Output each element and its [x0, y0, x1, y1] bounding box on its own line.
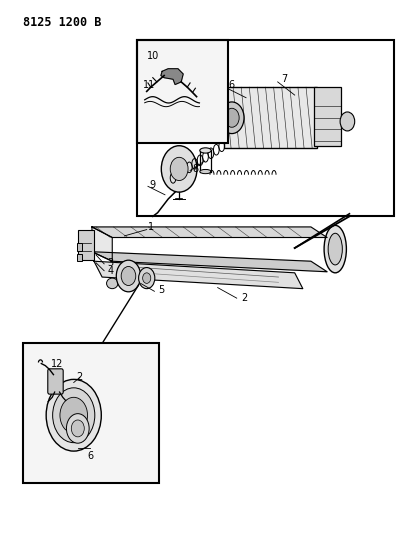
Bar: [136, 39, 394, 216]
Circle shape: [170, 157, 188, 181]
Text: 9: 9: [150, 180, 156, 190]
Text: 1: 1: [148, 222, 154, 232]
Circle shape: [220, 102, 244, 134]
Circle shape: [67, 414, 89, 443]
Circle shape: [340, 112, 355, 131]
Circle shape: [53, 388, 95, 443]
Circle shape: [71, 420, 84, 437]
Text: 6: 6: [229, 79, 235, 90]
Bar: [136, 39, 228, 142]
Bar: [314, 87, 340, 146]
Text: 2: 2: [241, 293, 247, 303]
Text: 10: 10: [147, 51, 159, 61]
Text: 8125 1200 B: 8125 1200 B: [23, 16, 102, 29]
FancyBboxPatch shape: [48, 369, 63, 394]
Circle shape: [46, 379, 101, 451]
Bar: [78, 230, 94, 260]
Text: 12: 12: [51, 359, 64, 369]
Ellipse shape: [200, 148, 211, 153]
Ellipse shape: [200, 169, 211, 174]
Text: 8: 8: [192, 164, 199, 174]
Text: 7: 7: [282, 74, 288, 84]
Circle shape: [116, 260, 141, 292]
Polygon shape: [94, 261, 303, 289]
Ellipse shape: [106, 278, 118, 289]
Bar: [224, 87, 317, 148]
Ellipse shape: [328, 233, 342, 265]
Bar: [23, 343, 159, 483]
Circle shape: [60, 397, 88, 433]
Bar: [77, 254, 82, 261]
Ellipse shape: [324, 225, 346, 273]
Text: 11: 11: [143, 79, 155, 90]
Polygon shape: [92, 252, 327, 272]
Circle shape: [224, 108, 239, 127]
Circle shape: [143, 273, 151, 284]
Text: 4: 4: [107, 266, 113, 276]
Polygon shape: [92, 227, 112, 261]
Text: 3: 3: [107, 259, 113, 268]
Polygon shape: [161, 69, 183, 85]
Text: 6: 6: [87, 451, 93, 462]
Polygon shape: [92, 227, 327, 238]
Circle shape: [161, 146, 197, 192]
Circle shape: [121, 266, 136, 286]
Circle shape: [139, 268, 155, 289]
Text: 2: 2: [77, 372, 83, 382]
Bar: [77, 243, 82, 251]
Text: 5: 5: [158, 285, 164, 295]
